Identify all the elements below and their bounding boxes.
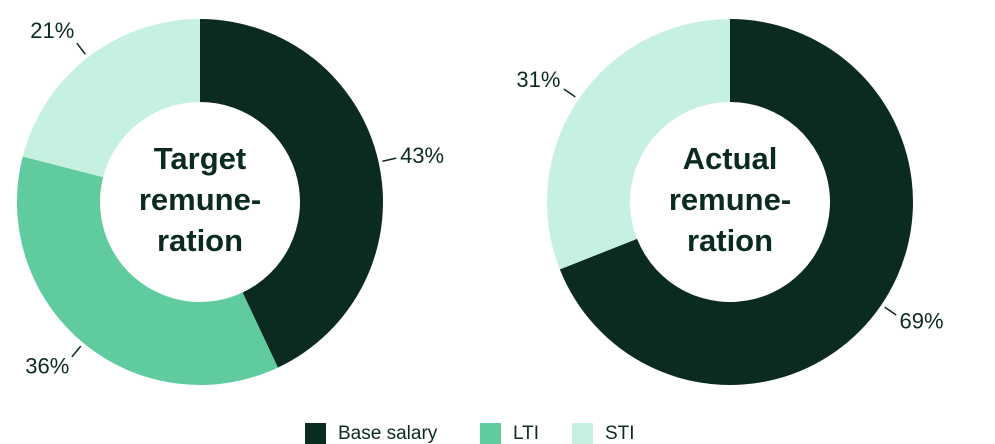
legend-label: STI [605, 423, 635, 444]
donut-segment [16, 156, 278, 385]
center-title: remune- [669, 182, 791, 217]
data-label: 43% [400, 143, 444, 168]
leader-line [884, 306, 897, 316]
legend-swatch [305, 423, 326, 444]
leader-line [563, 88, 576, 98]
donut-segment [200, 19, 383, 368]
donut-segment [22, 19, 200, 178]
data-label: 21% [30, 18, 74, 43]
donut-segment [547, 19, 730, 270]
center-title: Target [154, 141, 246, 176]
center-title: ration [157, 223, 243, 258]
center-title: remune- [139, 182, 261, 217]
data-label: 69% [900, 309, 944, 334]
leader-line [382, 157, 397, 162]
leader-line [76, 42, 86, 55]
legend-swatch [480, 423, 501, 444]
data-label: 31% [516, 67, 560, 92]
legend-label: LTI [513, 423, 539, 444]
center-title: ration [687, 223, 773, 258]
legend-label: Base salary [338, 423, 438, 444]
data-label: 36% [25, 353, 69, 378]
center-title: Actual [683, 141, 778, 176]
donut-segment [559, 19, 913, 385]
legend-swatch [572, 423, 593, 444]
leader-line [71, 345, 82, 358]
